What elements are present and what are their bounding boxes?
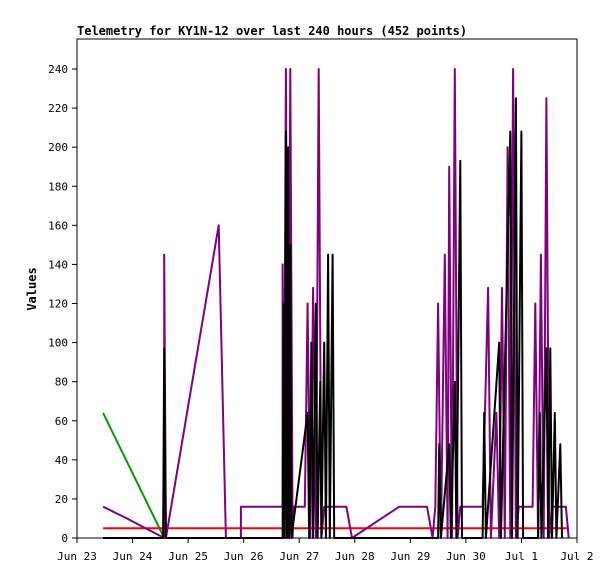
y-axis-label: Values xyxy=(25,267,39,310)
y-tick-label: 120 xyxy=(48,298,68,311)
y-tick-label: 180 xyxy=(48,180,68,193)
series-layer xyxy=(102,68,570,539)
x-tick-label: Jun 23 xyxy=(57,550,97,563)
x-tick-label: Jun 27 xyxy=(279,550,319,563)
x-tick-label: Jun 28 xyxy=(335,550,375,563)
x-tick-label: Jul 1 xyxy=(505,550,538,563)
y-tick-label: 200 xyxy=(48,141,68,154)
x-tick-label: Jun 30 xyxy=(446,550,486,563)
x-tick-label: Jun 24 xyxy=(113,550,153,563)
y-tick-label: 100 xyxy=(48,337,68,350)
series-line-3 xyxy=(103,97,563,539)
plot-frame xyxy=(76,38,578,539)
series-line-0 xyxy=(102,412,166,539)
y-tick-label: 0 xyxy=(61,532,68,545)
y-axis: 0 20 40 60 80 100 120 140 160 180 200 220 240 xyxy=(48,63,77,545)
y-tick-label: 220 xyxy=(48,102,68,115)
series-line-2 xyxy=(102,68,570,539)
x-tick-label: Jun 26 xyxy=(224,550,264,563)
y-tick-label: 60 xyxy=(55,415,68,428)
x-tick-label: Jun 29 xyxy=(390,550,430,563)
y-tick-label: 80 xyxy=(55,376,68,389)
x-tick-label: Jun 25 xyxy=(168,550,208,563)
chart-title: Telemetry for KY1N-12 over last 240 hour… xyxy=(77,24,467,38)
y-tick-label: 40 xyxy=(55,454,68,467)
y-tick-label: 240 xyxy=(48,63,68,76)
y-tick-label: 20 xyxy=(55,493,68,506)
x-tick-label: Jul 2 xyxy=(560,550,593,563)
y-tick-label: 140 xyxy=(48,258,68,271)
y-tick-label: 160 xyxy=(48,219,68,232)
x-axis: Jun 23 Jun 24 Jun 25 Jun 26 Jun 27 Jun 28 Jun … xyxy=(57,538,594,563)
